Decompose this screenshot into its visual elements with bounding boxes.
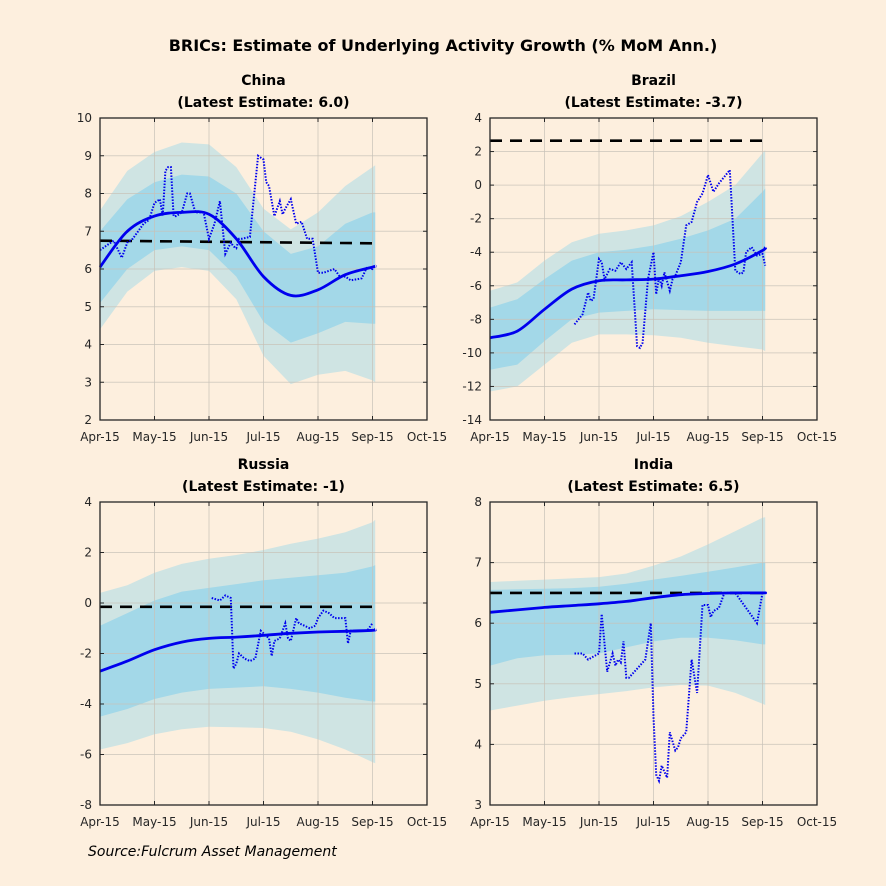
- china-xtick-label: Sep-15: [351, 430, 393, 444]
- brazil-ytick-label: -6: [470, 279, 482, 293]
- brazil-ytick-label: -8: [470, 312, 482, 326]
- china-xtick-label: Jun-15: [189, 430, 228, 444]
- brazil-ytick-label: -10: [462, 346, 482, 360]
- brazil-xtick-label: Aug-15: [686, 430, 729, 444]
- india-estimate-line: [489, 591, 767, 614]
- brazil-subtitle: (Latest Estimate: -3.7): [564, 95, 743, 111]
- brazil-xtick-label: Jul-15: [635, 430, 670, 444]
- brazil-xtick-label: Oct-15: [797, 430, 837, 444]
- russia-xtick-label: Sep-15: [351, 815, 393, 829]
- china-ytick-label: 2: [84, 413, 92, 427]
- brazil-xtick-label: Apr-15: [470, 430, 510, 444]
- china-raw-line: [99, 154, 377, 282]
- india-inner-band: [490, 562, 766, 666]
- russia-ytick-label: -6: [80, 748, 92, 762]
- china-ytick-label: 9: [84, 149, 92, 163]
- brazil-ytick-label: -2: [470, 212, 482, 226]
- russia-xtick-label: Aug-15: [296, 815, 339, 829]
- india-xtick-label: Aug-15: [686, 815, 729, 829]
- china-xtick-label: Aug-15: [296, 430, 339, 444]
- india-xtick-label: Sep-15: [741, 815, 783, 829]
- brazil-ytick-label: -12: [462, 379, 482, 393]
- india-ytick-label: 6: [474, 616, 482, 630]
- russia-ytick-label: -8: [80, 798, 92, 812]
- china-ytick-label: 4: [84, 338, 92, 352]
- russia-xtick-label: Jul-15: [245, 815, 280, 829]
- china-ytick-label: 3: [84, 375, 92, 389]
- india-ytick-label: 5: [474, 677, 482, 691]
- brazil-ytick-label: -14: [462, 413, 482, 427]
- brazil-estimate-line: [489, 245, 767, 340]
- india-xtick-label: May-15: [522, 815, 566, 829]
- russia-plot: Apr-15 May-15 Jun-15 Jul-15 Aug-15 Sep-15 Oct-…: [80, 495, 447, 829]
- india-title: India: [633, 457, 674, 473]
- russia-ytick-label: -2: [80, 647, 92, 661]
- brazil-xtick-label: Jun-15: [579, 430, 618, 444]
- russia-ytick-label: -4: [80, 697, 92, 711]
- china-ytick-label: 6: [84, 262, 92, 276]
- china-trend-line: [99, 239, 376, 245]
- china-xtick-label: Apr-15: [80, 430, 120, 444]
- china-title: China: [241, 73, 286, 89]
- brazil-xtick-label: Sep-15: [741, 430, 783, 444]
- russia-panel-title: Russia (Latest Estimate: -1): [100, 454, 427, 498]
- russia-xtick-label: Apr-15: [80, 815, 120, 829]
- brazil-ytick-label: 0: [474, 178, 482, 192]
- india-panel-title: India (Latest Estimate: 6.5): [490, 454, 817, 498]
- russia-xtick-label: Oct-15: [407, 815, 447, 829]
- india-plot: Apr-15 May-15 Jun-15 Jul-15 Aug-15 Sep-15 Oct-…: [470, 495, 837, 829]
- russia-subtitle: (Latest Estimate: -1): [182, 479, 345, 495]
- india-ytick-label: 4: [474, 737, 482, 751]
- brazil-xtick-label: May-15: [522, 430, 566, 444]
- china-ytick-label: 10: [77, 111, 92, 125]
- russia-xtick-label: May-15: [132, 815, 176, 829]
- china-inner-band: [100, 174, 376, 343]
- india-xtick-label: Apr-15: [470, 815, 510, 829]
- india-xtick-label: Jul-15: [635, 815, 670, 829]
- brazil-ytick-label: 2: [474, 145, 482, 159]
- figure-title: BRICs: Estimate of Underlying Activity G…: [168, 36, 718, 55]
- india-xtick-label: Jun-15: [579, 815, 618, 829]
- russia-title: Russia: [237, 457, 290, 473]
- source-note: Source:Fulcrum Asset Management: [88, 844, 337, 860]
- russia-ytick-label: 4: [84, 495, 92, 509]
- india-ytick-label: 7: [474, 556, 482, 570]
- india-ytick-label: 8: [474, 495, 482, 509]
- russia-ytick-label: 2: [84, 546, 92, 560]
- india-raw-line: [574, 591, 764, 785]
- brazil-ytick-label: -4: [470, 245, 482, 259]
- china-estimate-line: [98, 210, 377, 298]
- russia-ytick-label: 0: [84, 596, 92, 610]
- india-subtitle: (Latest Estimate: 6.5): [567, 479, 740, 495]
- brazil-plot: Apr-15 May-15 Jun-15 Jul-15 Aug-15 Sep-15 Oct-…: [462, 111, 837, 444]
- brazil-ytick-label: 4: [474, 111, 482, 125]
- china-plot: Apr-15 May-15 Jun-15 Jul-15 Aug-15 Sep-15 Oct-…: [77, 111, 447, 444]
- china-xtick-label: May-15: [132, 430, 176, 444]
- russia-raw-line: [211, 594, 374, 673]
- china-ytick-label: 7: [84, 224, 92, 238]
- china-xtick-label: Jul-15: [245, 430, 280, 444]
- india-xtick-label: Oct-15: [797, 815, 837, 829]
- china-ytick-label: 5: [84, 300, 92, 314]
- russia-estimate-line: [99, 628, 377, 673]
- brazil-title: Brazil: [631, 73, 676, 89]
- russia-xtick-label: Jun-15: [189, 815, 228, 829]
- india-ytick-label: 3: [474, 798, 482, 812]
- china-panel-title: China (Latest Estimate: 6.0): [100, 70, 427, 114]
- brazil-panel-title: Brazil (Latest Estimate: -3.7): [490, 70, 817, 114]
- china-xtick-label: Oct-15: [407, 430, 447, 444]
- china-ytick-label: 8: [84, 187, 92, 201]
- china-subtitle: (Latest Estimate: 6.0): [177, 95, 350, 111]
